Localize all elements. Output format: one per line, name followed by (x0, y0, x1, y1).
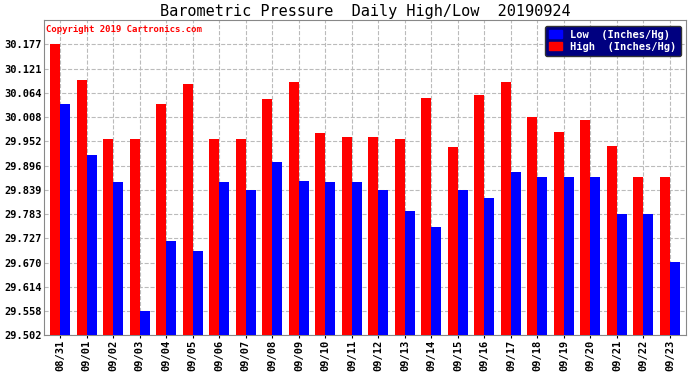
Bar (670, 262, 680, 335)
Bar (60, 104, 70, 335)
Bar (511, 172, 521, 335)
Bar (87, 155, 97, 335)
Bar (273, 162, 282, 335)
Bar (474, 95, 484, 335)
Bar (352, 182, 362, 335)
Text: Copyright 2019 Cartronics.com: Copyright 2019 Cartronics.com (46, 25, 201, 34)
Bar (183, 84, 193, 335)
Bar (564, 177, 574, 335)
Legend: Low  (Inches/Hg), High  (Inches/Hg): Low (Inches/Hg), High (Inches/Hg) (545, 26, 680, 56)
Bar (315, 133, 326, 335)
Bar (422, 98, 431, 335)
Bar (166, 242, 177, 335)
Bar (448, 147, 458, 335)
Bar (644, 214, 653, 335)
Bar (660, 177, 670, 335)
Bar (501, 82, 511, 335)
Bar (246, 190, 256, 335)
Bar (219, 182, 230, 335)
Bar (580, 120, 591, 335)
Bar (262, 99, 273, 335)
Bar (113, 182, 124, 335)
Bar (157, 104, 166, 335)
Bar (193, 251, 203, 335)
Bar (342, 137, 352, 335)
Bar (431, 227, 442, 335)
Bar (405, 211, 415, 335)
Bar (299, 181, 309, 335)
Bar (607, 146, 617, 335)
Bar (554, 132, 564, 335)
Bar (130, 139, 140, 335)
Bar (591, 177, 600, 335)
Bar (527, 117, 538, 335)
Bar (368, 137, 378, 335)
Bar (458, 190, 468, 335)
Bar (378, 190, 388, 335)
Bar (484, 198, 495, 335)
Bar (633, 177, 644, 335)
Bar (236, 139, 246, 335)
Bar (617, 214, 627, 335)
Bar (395, 139, 405, 335)
Bar (289, 82, 299, 335)
Title: Barometric Pressure  Daily High/Low  20190924: Barometric Pressure Daily High/Low 20190… (160, 4, 571, 19)
Bar (77, 80, 87, 335)
Bar (538, 177, 547, 335)
Bar (140, 311, 150, 335)
Bar (50, 45, 60, 335)
Bar (326, 182, 335, 335)
Bar (209, 139, 219, 335)
Bar (104, 139, 113, 335)
